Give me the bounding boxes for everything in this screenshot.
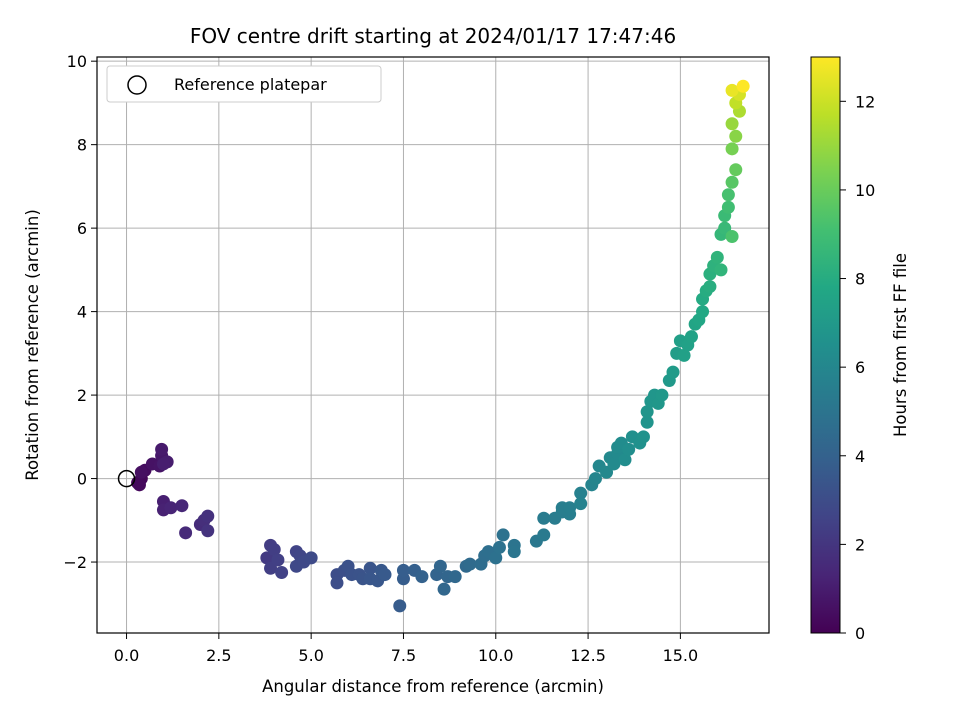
y-tick-label: 0 [77, 470, 87, 489]
data-point [725, 83, 739, 97]
x-axis-ticks: 0.0 2.5 5.0 7.5 10.0 12.5 15.0 [114, 633, 698, 665]
y-axis-label: Rotation from reference (arcmin) [23, 209, 42, 481]
colorbar [810, 56, 841, 634]
chart-title: FOV centre drift starting at 2024/01/17 … [190, 24, 676, 48]
data-point [721, 200, 735, 214]
data-point [574, 486, 588, 500]
data-point [363, 561, 377, 575]
data-point [264, 561, 278, 575]
data-point [330, 576, 344, 590]
colorbar-tick-label: 4 [855, 447, 865, 466]
y-tick-label: 10 [67, 52, 87, 71]
data-point [437, 582, 451, 596]
x-tick-label: 12.5 [570, 646, 606, 665]
data-point [448, 570, 462, 584]
colorbar-tick-label: 0 [855, 624, 865, 643]
data-point [275, 565, 289, 579]
colorbar-tick-label: 2 [855, 535, 865, 554]
data-point [563, 501, 577, 515]
data-point [607, 457, 621, 471]
data-point [677, 348, 691, 362]
data-point [718, 221, 732, 235]
colorbar-tick-label: 6 [855, 358, 865, 377]
data-point [588, 472, 602, 486]
data-point [696, 305, 710, 319]
data-point [703, 280, 717, 294]
data-point [304, 551, 318, 565]
data-point [618, 453, 632, 467]
data-point [725, 142, 739, 156]
data-point [714, 263, 728, 277]
data-point [393, 599, 407, 613]
data-point [655, 388, 669, 402]
data-point [134, 465, 148, 479]
data-point [666, 365, 680, 379]
x-tick-label: 15.0 [663, 646, 699, 665]
data-point [725, 229, 739, 243]
data-point [710, 250, 724, 264]
x-tick-label: 7.5 [391, 646, 416, 665]
data-point [179, 526, 193, 540]
data-point [155, 442, 169, 456]
colorbar-tick-label: 10 [855, 181, 875, 200]
y-axis-ticks: −2 0 2 4 6 8 10 [63, 52, 97, 572]
data-point [201, 524, 215, 538]
y-tick-label: 6 [77, 219, 87, 238]
data-point [271, 553, 285, 567]
x-tick-label: 10.0 [478, 646, 514, 665]
legend-box [106, 65, 382, 103]
data-point [574, 497, 588, 511]
data-point [378, 568, 392, 582]
data-point [260, 551, 274, 565]
data-point [492, 540, 506, 554]
data-point [415, 570, 429, 584]
data-point [729, 163, 743, 177]
data-points [131, 79, 750, 613]
data-point [201, 509, 215, 523]
y-tick-label: 2 [77, 386, 87, 405]
colorbar-tick-label: 8 [855, 270, 865, 289]
legend: Reference platepar [106, 65, 382, 103]
data-point [640, 405, 654, 419]
colorbar-tick-label: 12 [855, 92, 875, 111]
data-point [640, 415, 654, 429]
data-point [721, 188, 735, 202]
data-point [132, 478, 146, 492]
grid-lines [97, 57, 769, 633]
data-point [725, 117, 739, 131]
plot-frame [96, 56, 770, 634]
y-tick-label: 4 [77, 303, 87, 322]
y-tick-label: −2 [63, 553, 87, 572]
legend-marker-icon [127, 75, 147, 95]
x-tick-label: 5.0 [298, 646, 323, 665]
data-point [684, 330, 698, 344]
data-point [164, 501, 178, 515]
data-point [463, 557, 477, 571]
colorbar-ticks: 0 2 4 6 8 10 12 [840, 92, 875, 643]
data-point [622, 442, 636, 456]
x-axis-label: Angular distance from reference (arcmin) [262, 677, 604, 696]
data-point [175, 499, 189, 513]
data-point [537, 528, 551, 542]
data-point [489, 551, 503, 565]
y-tick-label: 8 [77, 136, 87, 155]
data-point [496, 528, 510, 542]
data-point [156, 457, 170, 471]
reference-platepar-marker [117, 469, 136, 488]
colorbar-label: Hours from first FF file [891, 253, 910, 437]
x-tick-label: 2.5 [206, 646, 231, 665]
data-point [636, 430, 650, 444]
data-point [396, 563, 410, 577]
x-tick-label: 0.0 [114, 646, 139, 665]
data-point [729, 129, 743, 143]
legend-label: Reference platepar [174, 75, 327, 94]
data-point [267, 543, 281, 557]
data-point [725, 175, 739, 189]
data-point [736, 79, 750, 93]
data-point [433, 559, 447, 573]
data-point [600, 465, 614, 479]
data-point [507, 545, 521, 559]
data-point [537, 511, 551, 525]
